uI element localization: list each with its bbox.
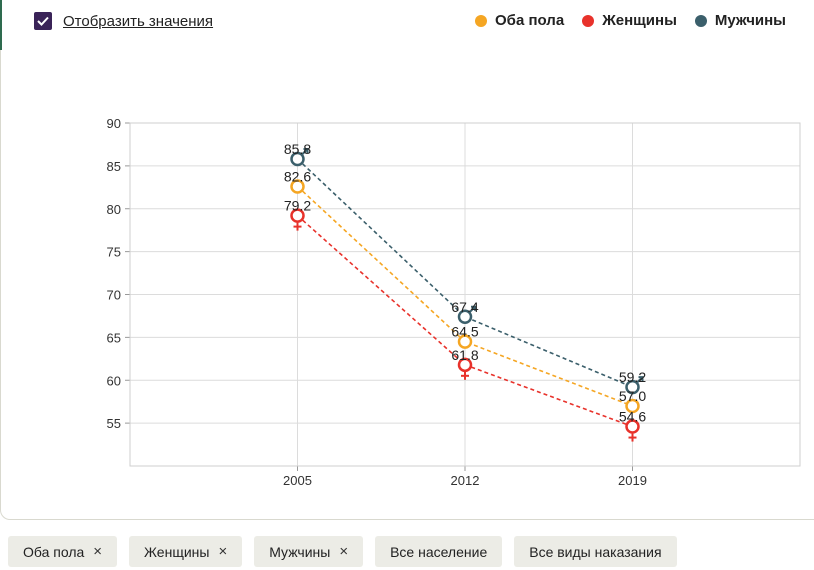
data-label: 59.2 <box>619 369 646 385</box>
close-icon[interactable]: × <box>339 543 349 560</box>
data-point-male <box>625 379 640 395</box>
data-point-both <box>290 179 305 194</box>
legend-label: Женщины <box>602 12 677 29</box>
y-tick-label: 90 <box>107 116 121 131</box>
data-point-male <box>290 151 305 167</box>
data-label: 54.6 <box>619 409 646 425</box>
checkbox[interactable] <box>34 12 52 30</box>
chip-label: Мужчины <box>269 543 331 560</box>
male-symbol-head <box>471 305 476 311</box>
y-tick-label: 60 <box>107 373 121 388</box>
data-label: 57.0 <box>619 388 646 404</box>
data-label: 82.6 <box>284 168 311 184</box>
filter-chips: Оба пола × Женщины × Мужчины × Все насел… <box>8 536 689 567</box>
show-values-toggle[interactable]: Отобразить значения <box>34 12 213 30</box>
x-tick-label: 2005 <box>283 473 312 488</box>
data-point-both <box>625 398 640 414</box>
legend-item-both[interactable]: Оба пола <box>475 12 564 29</box>
x-tick-label: 2012 <box>451 473 480 488</box>
legend-item-men[interactable]: Мужчины <box>694 12 786 29</box>
y-tick-label: 85 <box>107 159 121 174</box>
chart-panel <box>0 0 814 520</box>
chip-label: Оба пола <box>23 543 85 560</box>
legend-dot-icon <box>582 14 595 27</box>
male-symbol-head <box>303 148 309 154</box>
data-point-male <box>457 309 473 325</box>
accent-bar <box>0 0 2 50</box>
legend-label: Мужчины <box>714 12 786 29</box>
data-label: 61.8 <box>451 347 478 363</box>
male-symbol-head <box>638 376 644 382</box>
data-label: 67.4 <box>451 299 478 315</box>
y-tick-label: 75 <box>107 245 121 260</box>
checkmark-icon <box>37 16 49 26</box>
chip-label: Женщины <box>144 543 210 560</box>
chip-punishment[interactable]: Все виды наказания <box>514 536 677 567</box>
data-point-female <box>625 419 640 434</box>
y-tick-label: 55 <box>107 416 121 431</box>
chip-label: Все виды наказания <box>529 543 662 560</box>
y-tick-label: 65 <box>107 330 121 345</box>
series-line-male <box>296 158 633 388</box>
line-chart: 55 60 65 70 75 80 85 90 2005 2012 2019 85.8 67.4 59.2… <box>107 116 801 488</box>
data-label: 64.5 <box>451 324 478 340</box>
plot-area <box>129 122 801 467</box>
chip-women[interactable]: Женщины × <box>129 536 243 567</box>
close-icon[interactable]: × <box>218 543 228 560</box>
legend-dot-icon <box>475 14 488 27</box>
y-tick-label: 80 <box>107 202 121 217</box>
data-label: 79.2 <box>284 198 311 214</box>
chip-men[interactable]: Мужчины × <box>254 536 364 567</box>
chip-both[interactable]: Оба пола × <box>8 536 118 567</box>
chip-label: Все население <box>390 543 488 560</box>
y-tick-label: 70 <box>107 288 121 303</box>
data-point-female <box>457 357 473 373</box>
show-values-label[interactable]: Отобразить значения <box>63 12 214 30</box>
data-point-female <box>290 208 305 223</box>
legend-label: Оба пола <box>495 12 565 29</box>
x-tick-label: 2019 <box>618 473 647 488</box>
legend-item-women[interactable]: Женщины <box>582 12 677 29</box>
chip-population[interactable]: Все население <box>375 536 503 567</box>
legend: Оба пола Женщины Мужчины <box>457 12 786 29</box>
data-label: 85.8 <box>284 141 311 157</box>
close-icon[interactable]: × <box>93 543 103 560</box>
legend-dot-icon <box>694 14 707 27</box>
data-point-both <box>457 334 473 349</box>
